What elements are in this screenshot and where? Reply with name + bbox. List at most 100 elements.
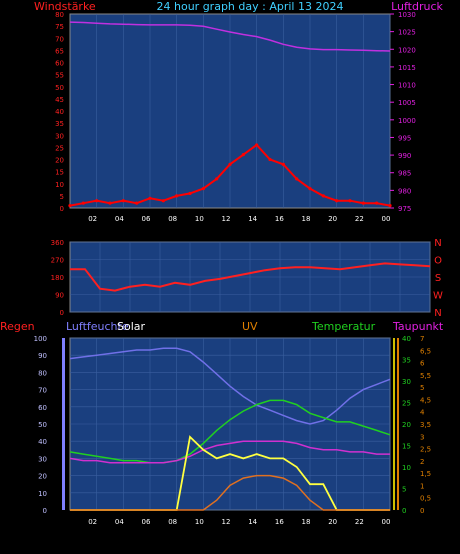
- solar-label: Solar: [117, 320, 146, 333]
- uv-tick-label: 3,5: [420, 421, 431, 429]
- humidity-tick-label: 10: [38, 490, 47, 498]
- uv-tick-label: 5: [420, 384, 424, 392]
- uv-tick-label: 2: [420, 458, 424, 466]
- wind-speed-point: [308, 187, 312, 191]
- humidity-tick-label: 90: [38, 352, 47, 360]
- wind-speed-point: [135, 201, 139, 205]
- wind-tick-label: 35: [55, 120, 64, 128]
- wind-speed-point: [375, 201, 379, 205]
- humidity-ticks: 0 10 20 30 40 50 60 70 80 90 100: [34, 335, 65, 515]
- humidity-tick-label: 60: [38, 404, 47, 412]
- panel3-series: [69, 347, 391, 511]
- wind-speed-point: [121, 199, 125, 203]
- temperature-tick-label: 35: [402, 357, 411, 365]
- pressure-tick-label: 1005: [398, 99, 416, 107]
- panel1-x-ticks: 02 04 06 08 10 12 14 16 18 20 22 00: [88, 215, 390, 223]
- wind-speed-point: [188, 191, 192, 196]
- direction-tick-label: 270: [51, 257, 64, 265]
- pressure-tick-label: 975: [398, 205, 411, 213]
- temperature-tick-label: 40: [402, 335, 411, 343]
- temperatur-label: Temperatur: [311, 320, 376, 333]
- wind-tick-label: 30: [55, 132, 64, 140]
- compass-label: N: [434, 238, 441, 249]
- direction-tick-label: 90: [55, 292, 64, 300]
- uv-ticks: 0 0,5 1 1,5 2 2,5 3 3,5 4 4,5 5 5,5 6 6,5 7: [397, 335, 431, 515]
- pressure-tick-label: 1015: [398, 64, 416, 72]
- temperature-tick-label: 30: [402, 378, 411, 386]
- wind-tick-label: 0: [60, 205, 64, 213]
- wind-tick-label: 70: [55, 35, 64, 43]
- compass-label: S: [435, 273, 441, 284]
- wind-tick-label: 60: [55, 60, 64, 68]
- wind-speed-point: [148, 196, 152, 200]
- pressure-tick-label: 990: [398, 152, 411, 160]
- uv-tick-label: 4,5: [420, 396, 431, 404]
- luftfeuchte-label: Luftfeuchte: [66, 320, 129, 333]
- wind-speed-point: [95, 199, 99, 203]
- temperature-axis-bar: [393, 338, 395, 510]
- panel1-x-tick-label: 12: [222, 215, 231, 223]
- humidity-tick-label: 100: [34, 335, 47, 343]
- wind-tick-label: 40: [55, 108, 64, 116]
- panel3-x-tick-label: 20: [328, 518, 337, 526]
- panel3-x-tick-label: 08: [168, 518, 177, 526]
- direction-tick-label: 360: [51, 239, 64, 247]
- panel1-x-tick-label: 20: [328, 215, 337, 223]
- wind-speed-point: [361, 201, 365, 205]
- dewpoint-line: [69, 440, 390, 464]
- pressure-tick-label: 1010: [398, 82, 416, 90]
- wind-speed-point: [228, 162, 232, 166]
- wind-speed-point: [161, 199, 165, 203]
- humidity-tick-label: 50: [38, 421, 47, 429]
- wind-speed-point: [388, 203, 392, 208]
- panel1-x-tick-label: 06: [142, 215, 151, 223]
- wind-speed-point: [335, 199, 339, 203]
- wind-direction-line: [70, 262, 431, 292]
- panel1-x-tick-label: 04: [115, 215, 124, 223]
- uv-line: [70, 474, 390, 511]
- panel1-x-tick-label: 10: [195, 215, 204, 223]
- uv-tick-label: 5,5: [420, 372, 431, 380]
- wind-tick-label: 20: [55, 157, 64, 165]
- uv-tick-label: 1: [420, 482, 424, 490]
- wind-tick-label: 55: [55, 72, 64, 80]
- humidity-tick-label: 70: [38, 387, 47, 395]
- panel1-x-tick-label: 08: [168, 215, 177, 223]
- uv-tick-label: 0: [420, 507, 424, 515]
- humidity-tick-label: 30: [38, 455, 47, 463]
- panel1-grid: [96, 14, 391, 208]
- compass-label: N: [434, 308, 441, 319]
- panel1-x-tick-label: 18: [302, 215, 311, 223]
- uv-tick-label: 3: [420, 433, 424, 441]
- wind-speed-point: [281, 162, 285, 166]
- panel3-x-tick-label: 16: [275, 518, 284, 526]
- wind-speed-point: [268, 157, 272, 162]
- wind-speed-point: [68, 203, 72, 208]
- uv-tick-label: 6,5: [420, 347, 431, 355]
- pressure-tick-label: 1030: [398, 11, 416, 19]
- panel3-x-tick-label: 18: [302, 518, 311, 526]
- uv-tick-label: 1,5: [420, 470, 431, 478]
- pressure-tick-label: 980: [398, 187, 411, 195]
- temperature-tick-label: 20: [402, 421, 411, 429]
- uv-tick-label: 6: [420, 360, 425, 368]
- panel1-left-ticks: 0 5 10 15 20 25 30 35 40 45 50 55 60 65 70 75 80: [55, 11, 64, 213]
- temperature-tick-label: 25: [402, 400, 411, 408]
- wind-speed-point: [295, 177, 299, 181]
- panel1-series: [68, 21, 392, 208]
- direction-tick-label: 180: [51, 274, 64, 282]
- pressure-axis-label: Luftdruck: [391, 0, 443, 13]
- panel2-series: [70, 262, 431, 292]
- panel3-x-tick-label: 04: [115, 518, 124, 526]
- pressure-tick-label: 1025: [398, 29, 416, 37]
- wind-speed-point: [215, 177, 219, 181]
- humidity-axis-bar: [62, 338, 65, 510]
- panel3-x-ticks: 02 04 06 08 10 12 14 16 18 20 22 00: [88, 518, 390, 526]
- panel2-grid: [70, 241, 431, 313]
- wind-speed-point: [241, 153, 245, 157]
- wind-tick-label: 5: [60, 193, 64, 201]
